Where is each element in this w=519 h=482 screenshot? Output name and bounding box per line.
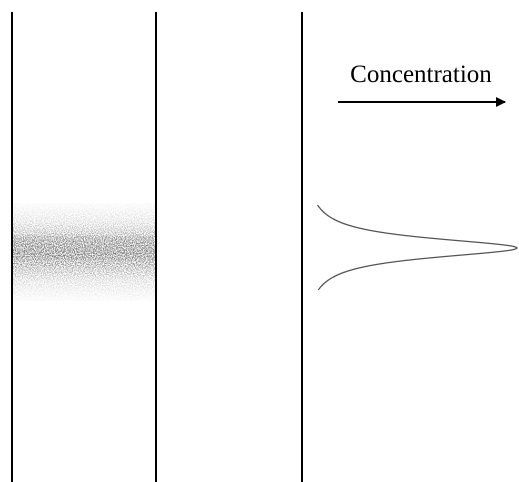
concentration-label: Concentration (350, 61, 492, 88)
band-core (12, 236, 156, 260)
concentration-profile (316, 204, 518, 291)
